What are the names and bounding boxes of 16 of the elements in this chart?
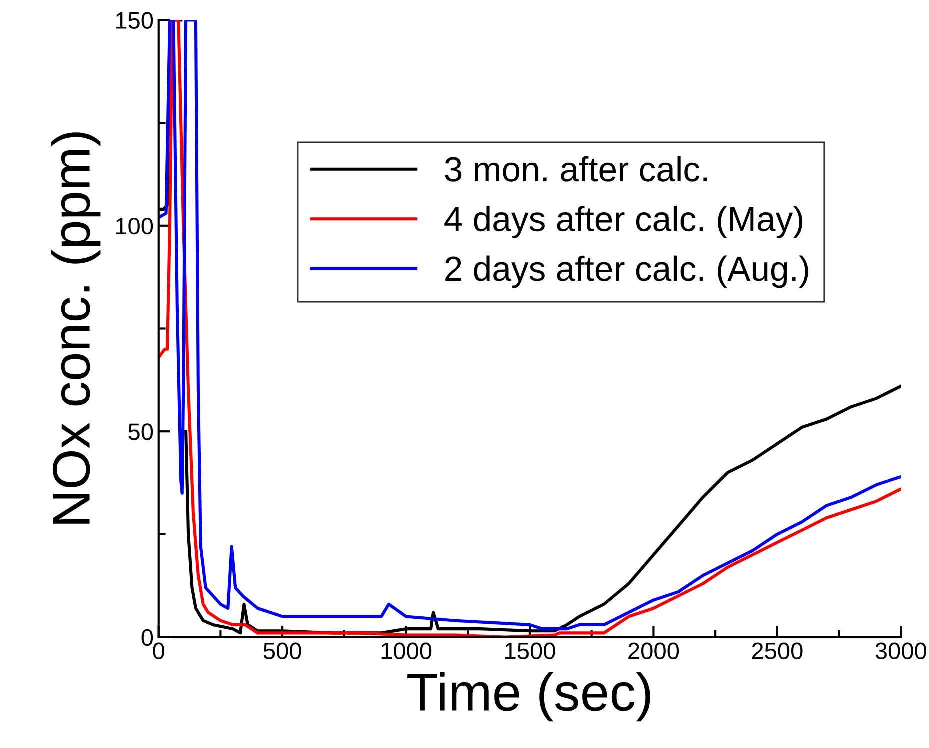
legend-label: 2 days after calc. (Aug.) [446, 256, 808, 288]
x-tick-label: 1500 [506, 642, 556, 660]
x-axis-title: Time (sec) [408, 672, 650, 722]
y-tick-label: 50 [128, 424, 154, 440]
y-tick-label: 150 [116, 12, 154, 29]
legend-label: 3 mon. after calc. [445, 156, 707, 182]
x-tick-label: 3000 [876, 642, 926, 660]
y-tick-label: 0 [142, 629, 154, 646]
x-tick-label: 2500 [752, 642, 803, 660]
y-tick-label: 100 [116, 218, 154, 235]
x-tick-label: 0 [153, 642, 164, 660]
y-axis-title: NOx conc. (ppm) [52, 132, 101, 524]
x-tick-label: 2000 [628, 642, 680, 660]
x-tick-label: 1000 [382, 642, 432, 660]
x-tick-label: 500 [264, 642, 302, 660]
legend-label: 4 days after calc. (May) [444, 206, 803, 238]
